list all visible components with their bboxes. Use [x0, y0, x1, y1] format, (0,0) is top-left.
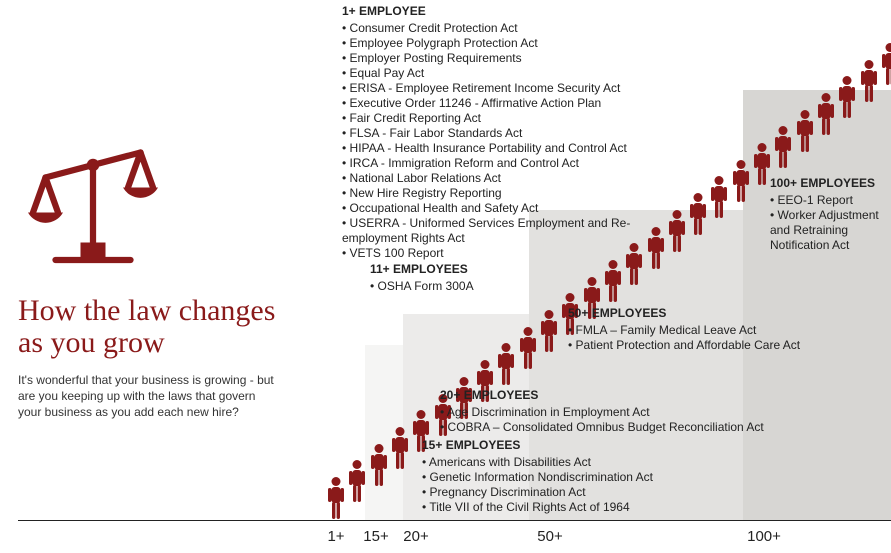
law-item: HIPAA - Health Insurance Portability and…	[342, 141, 672, 156]
law-item: Worker Adjustment and Retraining Notific…	[770, 208, 891, 253]
person-icon	[859, 59, 879, 103]
axis-tick-label: 100+	[747, 528, 781, 545]
law-block-fifteen-plus: 15+ EMPLOYEES Americans with Disabilities…	[422, 438, 722, 515]
law-block-hundred-plus: 100+ EMPLOYEES EEO-1 ReportWorker Adjustm…	[770, 176, 891, 253]
law-item: EEO-1 Report	[770, 193, 891, 208]
law-item: Employee Polygraph Protection Act	[342, 36, 672, 51]
law-list: Americans with Disabilities ActGenetic I…	[422, 455, 722, 515]
law-item: Patient Protection and Affordable Care A…	[568, 338, 888, 353]
law-item: OSHA Form 300A	[370, 279, 570, 294]
person-icon	[688, 192, 708, 236]
law-item: FMLA – Family Medical Leave Act	[568, 323, 888, 338]
law-list: OSHA Form 300A	[370, 279, 570, 294]
person-icon	[880, 42, 891, 86]
law-item: ERISA - Employee Retirement Income Secur…	[342, 81, 672, 96]
law-list: Consumer Credit Protection ActEmployee P…	[342, 21, 672, 261]
left-column: How the law changes as you grow It's won…	[18, 120, 288, 421]
person-icon	[773, 125, 793, 169]
person-icon	[496, 342, 516, 386]
person-icon	[731, 159, 751, 203]
page-title: How the law changes as you grow	[18, 295, 288, 358]
law-item: New Hire Registry Reporting	[342, 186, 672, 201]
law-item: USERRA - Uniformed Services Employment a…	[342, 216, 672, 246]
law-block-header: 20+ EMPLOYEES	[440, 388, 840, 403]
law-block-eleven-plus: 11+ EMPLOYEES OSHA Form 300A	[370, 262, 570, 294]
law-block-header: 100+ EMPLOYEES	[770, 176, 891, 191]
law-block-fifty-plus: 50+ EMPLOYEES FMLA – Family Medical Leave…	[568, 306, 888, 353]
law-block-header: 1+ EMPLOYEE	[342, 4, 672, 19]
axis-tick-label: 15+	[363, 528, 388, 545]
law-block-one-plus: 1+ EMPLOYEE Consumer Credit Protection Ac…	[342, 4, 672, 261]
person-icon	[603, 259, 623, 303]
law-item: Fair Credit Reporting Act	[342, 111, 672, 126]
person-icon	[539, 309, 559, 353]
law-block-header: 11+ EMPLOYEES	[370, 262, 570, 277]
law-item: IRCA - Immigration Reform and Control Ac…	[342, 156, 672, 171]
law-item: VETS 100 Report	[342, 246, 672, 261]
law-block-header: 50+ EMPLOYEES	[568, 306, 888, 321]
law-item: COBRA – Consolidated Omnibus Budget Reco…	[440, 420, 840, 435]
person-icon	[518, 326, 538, 370]
law-item: National Labor Relations Act	[342, 171, 672, 186]
axis-tick-label: 20+	[403, 528, 428, 545]
axis-tick-label: 50+	[537, 528, 562, 545]
law-list: Age Discrimination in Employment ActCOBR…	[440, 405, 840, 435]
law-list: EEO-1 ReportWorker Adjustment and Retrai…	[770, 193, 891, 253]
law-item: Pregnancy Discrimination Act	[422, 485, 722, 500]
person-icon	[816, 92, 836, 136]
person-icon	[752, 142, 772, 186]
law-block-twenty-plus: 20+ EMPLOYEES Age Discrimination in Emplo…	[440, 388, 840, 435]
law-item: Equal Pay Act	[342, 66, 672, 81]
law-list: FMLA – Family Medical Leave ActPatient P…	[568, 323, 888, 353]
person-icon	[709, 175, 729, 219]
scales-icon	[18, 120, 288, 275]
law-item: Consumer Credit Protection Act	[342, 21, 672, 36]
person-icon	[369, 443, 389, 487]
person-icon	[837, 75, 857, 119]
person-icon	[347, 459, 367, 503]
person-icon	[795, 109, 815, 153]
person-icon	[390, 426, 410, 470]
law-block-header: 15+ EMPLOYEES	[422, 438, 722, 453]
law-item: Executive Order 11246 - Affirmative Acti…	[342, 96, 672, 111]
law-item: Americans with Disabilities Act	[422, 455, 722, 470]
person-icon	[326, 476, 346, 520]
chart-area: 1+ EMPLOYEE Consumer Credit Protection Ac…	[310, 0, 890, 553]
law-item: Genetic Information Nondiscrimination Ac…	[422, 470, 722, 485]
law-item: Occupational Health and Safety Act	[342, 201, 672, 216]
law-item: Employer Posting Requirements	[342, 51, 672, 66]
page-subtitle: It's wonderful that your business is gro…	[18, 372, 278, 421]
law-item: FLSA - Fair Labor Standards Act	[342, 126, 672, 141]
axis-tick-label: 1+	[327, 528, 344, 545]
law-item: Age Discrimination in Employment Act	[440, 405, 840, 420]
infographic-canvas: How the law changes as you grow It's won…	[0, 0, 891, 553]
law-item: Title VII of the Civil Rights Act of 196…	[422, 500, 722, 515]
